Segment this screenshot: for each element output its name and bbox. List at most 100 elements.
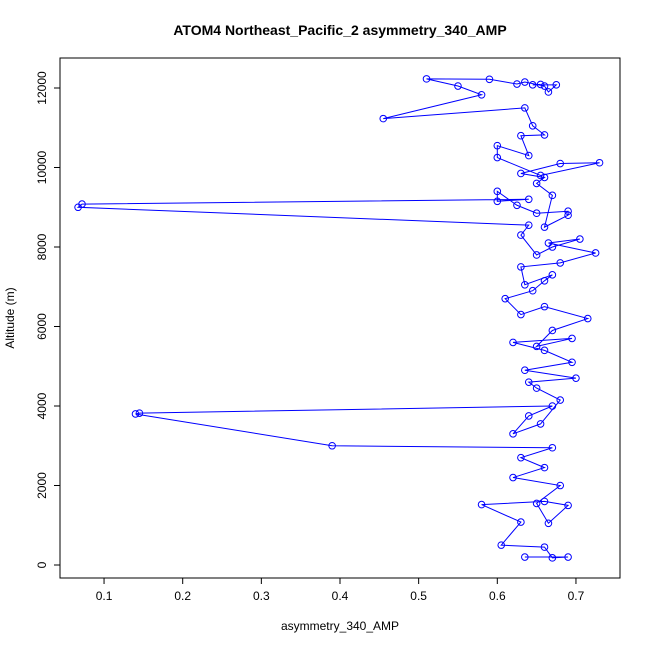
data-point	[493, 141, 502, 150]
data-point	[532, 499, 541, 508]
data-point	[540, 302, 549, 311]
data-point	[517, 518, 525, 526]
x-tick-label: 0.7	[568, 589, 585, 603]
data-point	[517, 131, 525, 140]
x-tick-label: 0.2	[174, 589, 191, 603]
data-point	[548, 326, 557, 335]
data-point	[521, 78, 529, 86]
data-point	[501, 294, 509, 303]
data-point	[536, 80, 545, 89]
data-point	[521, 280, 529, 289]
y-tick-label: 0	[35, 561, 49, 568]
data-point	[513, 80, 521, 88]
x-tick-label: 0.4	[332, 589, 349, 603]
data-point	[379, 114, 388, 123]
data-point	[540, 223, 549, 231]
data-point	[532, 251, 541, 259]
data-point	[517, 453, 525, 462]
x-axis-label: asymmetry_340_AMP	[281, 619, 399, 633]
data-point	[328, 441, 336, 450]
data-point	[509, 338, 517, 347]
data-point	[493, 153, 502, 162]
data-point	[536, 420, 545, 428]
data-point	[135, 409, 144, 417]
data-point	[532, 342, 541, 351]
data-point	[540, 463, 549, 472]
data-point	[454, 82, 462, 90]
data-point	[422, 75, 431, 83]
data-point	[548, 271, 557, 279]
data-point	[564, 207, 572, 216]
data-point	[509, 473, 517, 482]
data-point	[521, 553, 529, 561]
data-point	[568, 358, 576, 367]
data-point	[517, 231, 525, 239]
data-point	[564, 501, 572, 510]
y-axis-label: Altitude (m)	[3, 287, 17, 348]
data-point	[548, 443, 557, 452]
data-point	[513, 201, 521, 210]
data-point	[78, 200, 86, 208]
data-point	[540, 131, 549, 139]
data-point	[528, 121, 537, 130]
data-point	[572, 374, 580, 382]
y-tick-label: 12000	[35, 71, 49, 105]
data-point	[517, 263, 525, 271]
x-tick-label: 0.6	[489, 589, 506, 603]
data-point	[477, 90, 486, 99]
data-point	[556, 259, 565, 267]
data-point	[532, 209, 541, 218]
data-point	[493, 187, 502, 196]
data-point	[568, 334, 576, 343]
y-tick-label: 8000	[35, 233, 49, 260]
data-point	[540, 173, 549, 182]
data-point	[477, 500, 486, 509]
chart-title: ATOM4 Northeast_Pacific_2 asymmetry_340_…	[173, 22, 506, 38]
data-point	[544, 519, 553, 528]
data-point	[576, 235, 584, 243]
data-point	[564, 553, 572, 561]
y-tick-label: 4000	[35, 392, 49, 419]
data-point	[131, 410, 140, 418]
data-point	[583, 314, 592, 323]
data-point	[591, 249, 600, 257]
data-point	[540, 346, 549, 355]
data-point	[540, 276, 549, 285]
data-point	[548, 402, 557, 410]
data-point	[517, 310, 525, 319]
data-point	[564, 211, 572, 220]
data-point	[556, 159, 565, 168]
data-point	[524, 151, 533, 160]
data-point	[540, 543, 549, 551]
data-point	[524, 412, 533, 420]
data-point	[532, 179, 541, 188]
data-point	[524, 378, 533, 386]
data-point	[497, 541, 506, 549]
data-point	[540, 82, 549, 90]
data-point	[528, 286, 537, 295]
data-point	[536, 171, 545, 180]
data-point	[556, 481, 565, 490]
data-point	[552, 81, 561, 89]
data-point	[517, 169, 525, 178]
data-point	[595, 158, 604, 167]
y-tick-label: 2000	[35, 472, 49, 499]
data-point	[540, 497, 549, 506]
data-line	[76, 78, 600, 559]
data-point	[509, 430, 517, 438]
data-point	[548, 554, 557, 562]
data-point	[556, 396, 565, 404]
data-point	[524, 195, 533, 204]
x-tick-label: 0.5	[410, 589, 427, 603]
x-tick-label: 0.1	[96, 589, 113, 603]
data-point	[521, 366, 529, 375]
data-point	[493, 197, 502, 206]
data-point	[485, 75, 494, 84]
data-point	[548, 191, 557, 200]
data-point	[528, 81, 537, 89]
data-point	[532, 384, 541, 392]
y-tick-label: 10000	[35, 151, 49, 185]
data-point	[524, 221, 533, 229]
y-tick-label: 6000	[35, 313, 49, 340]
